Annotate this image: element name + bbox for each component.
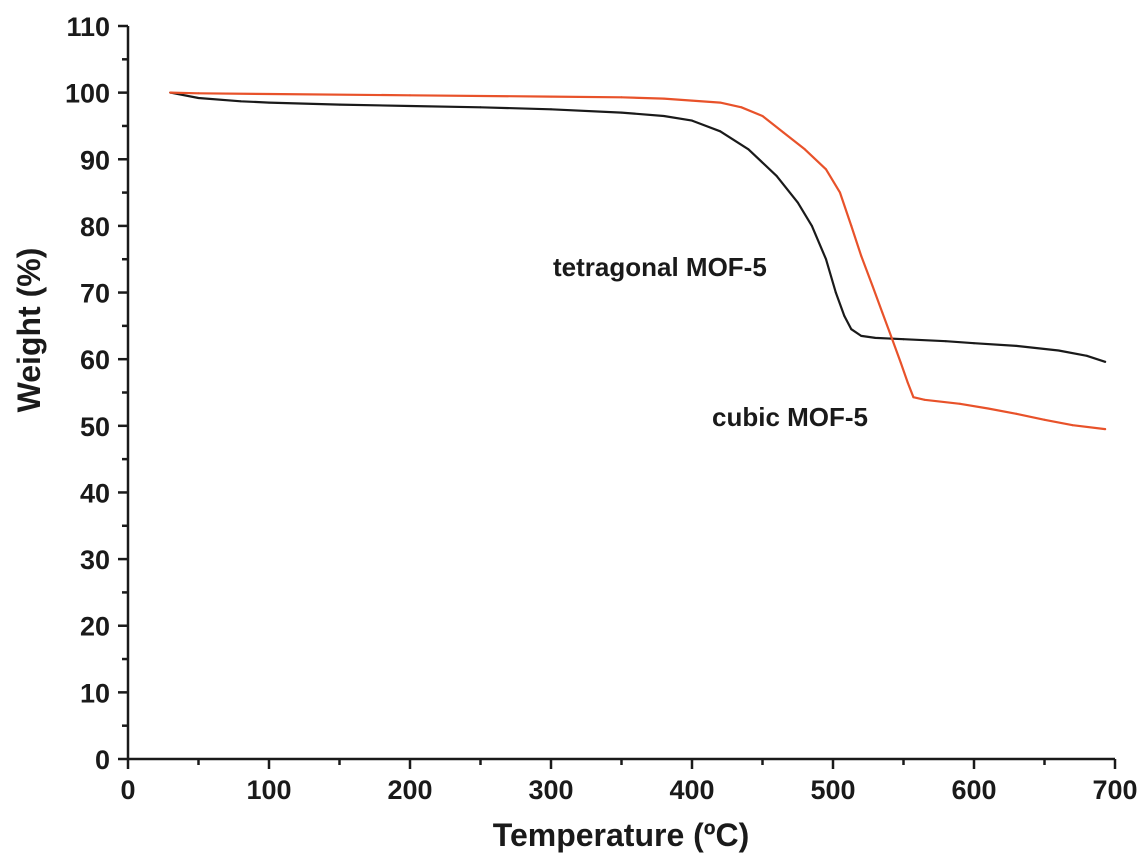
y-tick-label: 20 <box>80 612 110 642</box>
plot-area: 0 100 200 300 400 500 600 700 0 10 20 30 40 50 60 70 80… <box>65 12 1138 805</box>
data-point <box>1085 354 1088 357</box>
data-point <box>923 398 926 401</box>
data-point <box>662 97 665 100</box>
x-tick-label: 100 <box>246 775 291 805</box>
data-point <box>1015 412 1018 415</box>
data-point <box>662 115 665 117</box>
data-point <box>409 105 411 107</box>
x-tick-label: 400 <box>669 775 714 805</box>
y-axis-title: Weight (%) <box>11 248 47 413</box>
data-point <box>550 95 552 98</box>
data-point <box>973 342 975 345</box>
series-tetragonal-mof-5 <box>169 91 1107 363</box>
data-point <box>782 131 785 134</box>
data-point <box>860 254 863 257</box>
data-point <box>825 168 827 171</box>
series-line <box>169 91 1107 431</box>
data-point <box>891 338 894 341</box>
data-point <box>803 148 806 151</box>
data-point <box>740 106 743 109</box>
series-line <box>169 91 1107 363</box>
data-point <box>906 381 909 384</box>
data-point <box>719 101 722 104</box>
series-layer <box>169 91 1107 431</box>
data-point <box>871 284 874 287</box>
y-tick-label: 90 <box>80 145 110 175</box>
data-point <box>958 402 961 405</box>
x-tick-label: 500 <box>810 775 855 805</box>
data-point <box>1071 424 1074 427</box>
data-point <box>834 291 837 294</box>
data-point <box>1015 344 1018 347</box>
data-point <box>409 94 411 97</box>
y-tick-label: 40 <box>80 478 110 508</box>
data-point <box>850 328 853 331</box>
data-point <box>1104 360 1107 363</box>
x-tick-label: 200 <box>387 775 432 805</box>
data-point <box>944 340 947 343</box>
data-point <box>912 396 915 399</box>
series-cubic-mof-5 <box>169 91 1107 431</box>
x-tick-label: 600 <box>951 775 996 805</box>
y-tick-label: 10 <box>80 678 110 708</box>
data-point <box>719 130 722 133</box>
data-point <box>620 96 623 99</box>
x-tick-label: 0 <box>120 775 135 805</box>
data-point <box>197 97 200 99</box>
data-point <box>874 336 877 339</box>
y-tick-label: 60 <box>80 345 110 375</box>
data-point <box>825 258 827 261</box>
data-point <box>479 106 482 109</box>
x-axis-title: Temperature (ºC) <box>493 817 749 853</box>
y-tick-label: 100 <box>65 79 110 109</box>
data-point <box>810 224 813 227</box>
data-point <box>1104 428 1107 431</box>
x-ticks: 0 100 200 300 400 500 600 700 <box>120 759 1138 805</box>
data-point <box>691 119 693 122</box>
x-tick-label: 300 <box>528 775 573 805</box>
data-point <box>761 115 764 117</box>
data-point <box>796 201 799 204</box>
data-point <box>747 148 750 151</box>
data-point <box>169 91 172 94</box>
y-tick-label: 110 <box>66 12 110 42</box>
y-ticks: 0 10 20 30 40 50 60 70 80 90 100 110 <box>65 12 128 775</box>
annotation-cubic: cubic MOF-5 <box>712 402 868 432</box>
data-point <box>1043 418 1046 421</box>
data-point <box>550 108 552 111</box>
data-point <box>268 93 270 95</box>
data-point <box>839 191 841 194</box>
y-tick-label: 80 <box>80 212 110 242</box>
data-point <box>620 111 623 114</box>
y-tick-label: 30 <box>80 545 110 575</box>
data-point <box>881 311 884 314</box>
data-point <box>902 338 905 341</box>
data-point <box>268 101 270 104</box>
data-point <box>239 100 242 103</box>
y-tick-label: 0 <box>95 745 110 775</box>
y-tick-label: 70 <box>80 279 110 309</box>
data-point <box>1057 349 1060 352</box>
data-point <box>691 99 693 102</box>
y-tick-label: 50 <box>80 412 110 442</box>
data-point <box>843 314 846 317</box>
data-point <box>197 92 200 95</box>
data-point <box>338 103 341 106</box>
data-point <box>775 174 778 177</box>
data-point <box>899 361 902 364</box>
data-point <box>850 224 853 227</box>
annotation-tetragonal: tetragonal MOF-5 <box>553 252 767 282</box>
data-point <box>987 407 990 410</box>
x-tick-label: 700 <box>1092 775 1137 805</box>
data-point <box>860 334 863 337</box>
